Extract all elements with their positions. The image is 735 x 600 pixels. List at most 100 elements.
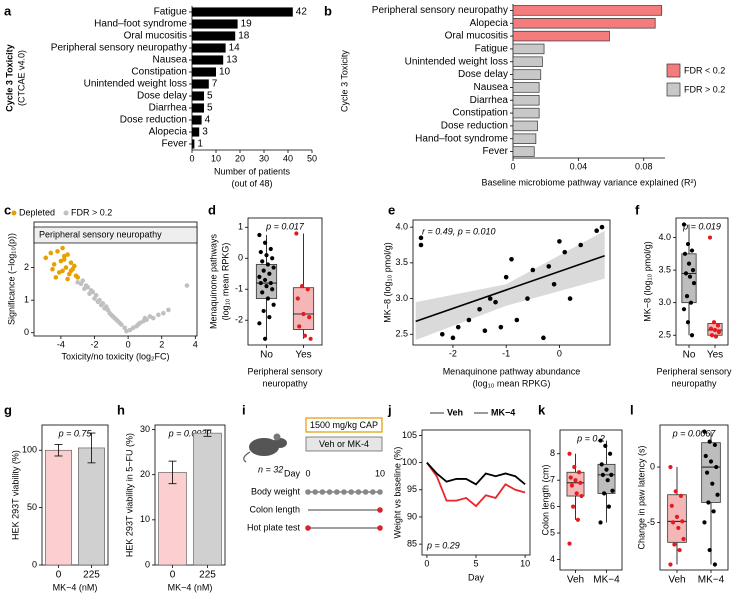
point [680,519,685,524]
point [264,253,269,258]
point [418,235,424,241]
x-axis-title: (log₁₀ mean RPKG) [473,378,551,388]
timeline-dot [305,489,311,495]
legend-swatch [666,82,681,97]
bar [512,82,540,93]
point [600,472,606,478]
point [674,514,680,519]
point [530,267,536,273]
point [418,242,424,248]
panel-frame [154,424,226,566]
y-tick-label: Diarrhea [149,103,188,114]
point [703,453,708,459]
point [184,283,190,288]
bar [192,7,293,17]
y-tick-label: 1 [238,222,243,232]
point [261,308,266,314]
point [257,321,262,326]
point [715,323,721,328]
point [142,315,148,321]
point [704,470,710,475]
point [706,500,711,505]
timeline-dot [370,489,376,495]
x-tick-label: -4 [57,339,65,349]
y-tick-label: 0 [650,461,655,471]
bar [512,95,540,106]
y-axis-title: Menaquinone pathways [208,233,218,329]
point [43,255,49,261]
point [261,268,266,273]
y-tick-label: 10 [140,514,150,524]
bar [192,91,204,101]
y-tick-label: 50 [27,502,37,512]
annotation: p = 0.29 [426,540,460,550]
point [689,333,695,338]
x-tick-label: 20 [235,153,245,163]
x-tick-label: 40 [283,153,293,163]
point [541,335,546,341]
point [568,475,573,480]
point [100,301,106,306]
panel-letter: d [208,202,216,217]
x-axis-title: neuropathy [262,378,308,388]
point [93,292,99,298]
point [682,251,688,256]
bar [512,133,537,144]
bar [512,30,610,42]
point [610,488,615,493]
point [267,271,272,276]
point [606,504,611,509]
value-label: 10 [219,67,231,78]
bar [512,146,535,157]
point [681,222,687,227]
point [707,439,712,444]
x-axis-title: neuropathy [671,378,717,388]
point [578,242,584,248]
timeline-dot [312,489,319,495]
point [525,296,530,301]
y-tick-label: 2.5 [658,330,671,340]
point [567,451,572,456]
legend-marker [63,210,69,216]
point [308,336,313,341]
point [257,274,262,279]
point [683,271,689,276]
annotation: p = 0.0067 [672,428,717,438]
y-tick-label: 3.0 [395,293,408,303]
bar [193,432,222,566]
value-label: 18 [238,31,250,42]
bar [192,31,236,41]
point [688,300,694,305]
point [61,257,67,262]
panel-frame [41,424,109,566]
point [97,297,102,303]
x-tick-label: 0 [510,161,515,171]
mouse-icon [243,433,287,463]
x-tick-label: 0 [557,348,562,358]
panel-frame [659,424,729,571]
timeline-dot [348,489,355,495]
y-tick-label: 2.5 [395,329,408,339]
cohort-size: n = 32 [258,464,283,474]
point [712,327,718,333]
y-tick-label: 1 [24,295,29,305]
y-tick-label: Unintended weight loss [84,79,187,90]
point [711,320,717,325]
value-label: 1 [197,139,203,150]
timeline-row-label: Hot plate test [247,522,301,532]
point [712,442,718,448]
panel-letter: i [242,402,246,417]
point [609,472,614,478]
point [713,334,719,339]
annotation: p = 0.017 [265,221,305,231]
point [668,464,673,470]
point [602,491,607,496]
point [65,276,70,282]
point [573,478,578,483]
point [65,252,70,257]
bar [512,43,545,55]
bar [512,69,542,80]
point [599,462,604,467]
y-tick-label: Constipation [131,67,187,78]
y-tick-label: 0 [32,559,37,569]
